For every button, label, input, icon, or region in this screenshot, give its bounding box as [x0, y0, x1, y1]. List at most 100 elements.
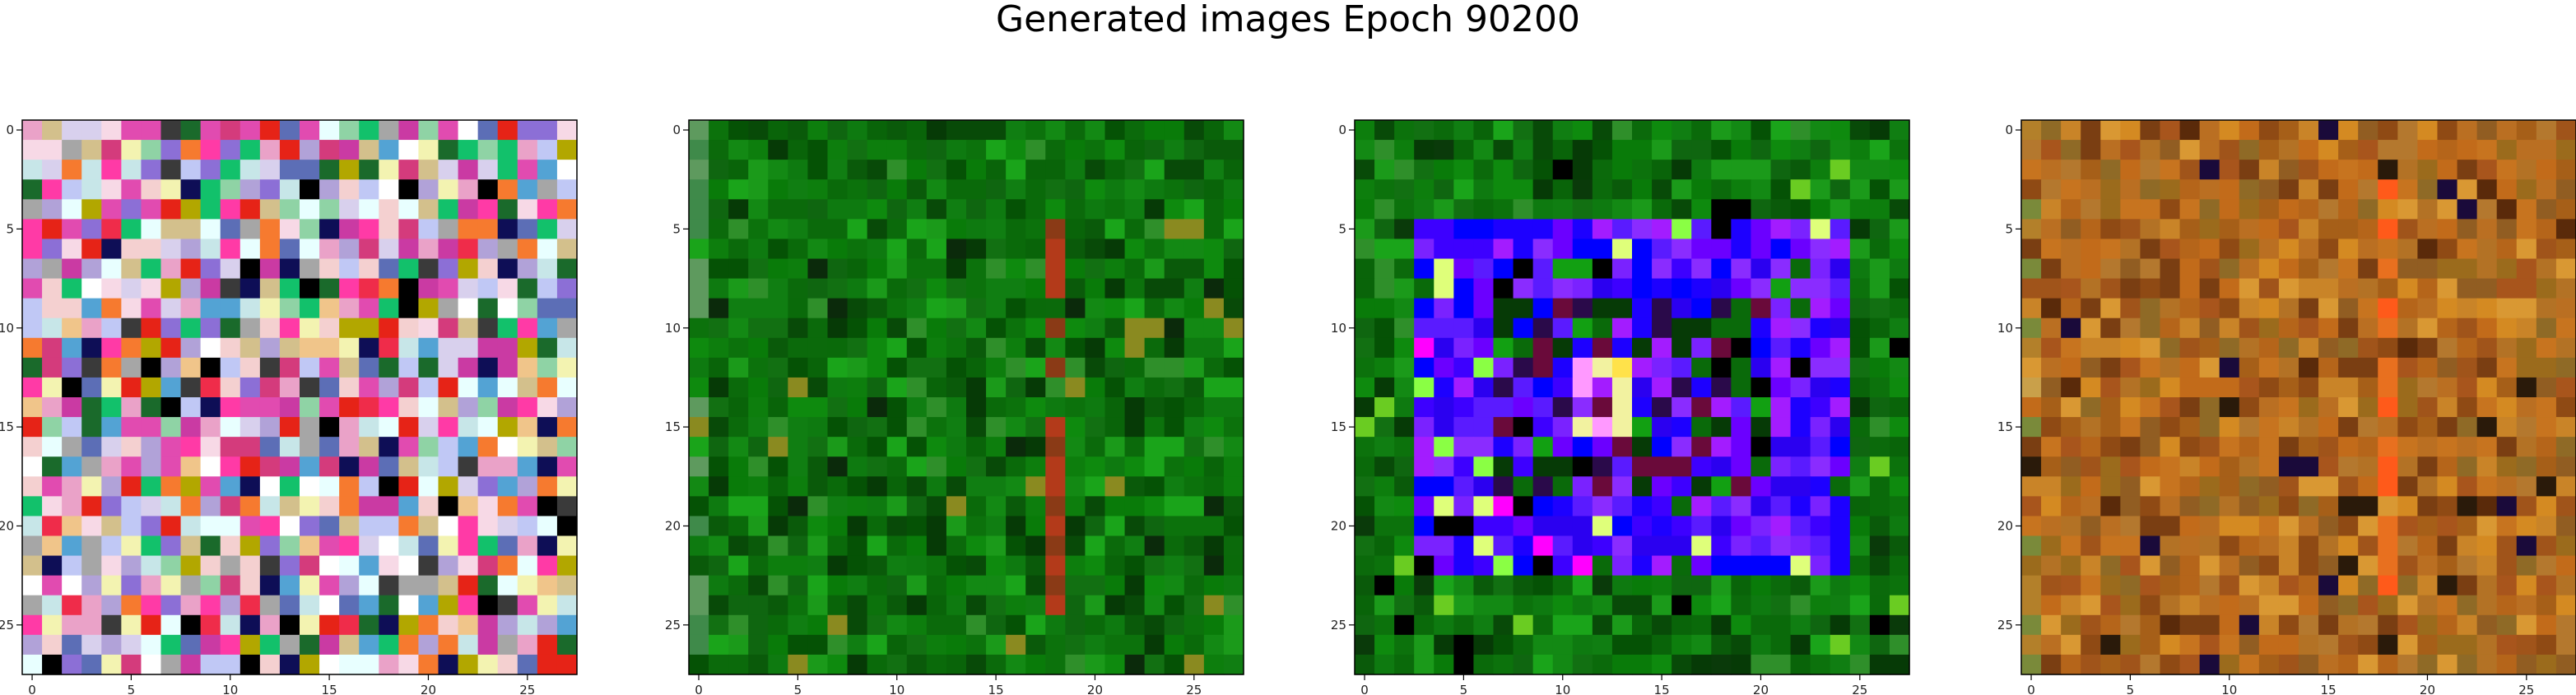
pixel-cell	[2516, 377, 2537, 398]
pixel-cell	[2100, 219, 2121, 240]
pixel-cell	[1085, 337, 1106, 359]
pixel-cell	[101, 258, 122, 280]
pixel-cell	[2299, 397, 2319, 418]
pixel-cell	[300, 357, 320, 378]
pixel-cell	[121, 357, 142, 378]
pixel-cell	[2417, 437, 2439, 457]
pixel-cell	[867, 179, 888, 200]
pixel-cell	[418, 179, 439, 200]
pixel-cell	[768, 397, 788, 418]
pixel-cell	[160, 377, 182, 398]
pixel-cell	[22, 437, 43, 457]
pixel-cell	[2555, 456, 2576, 477]
pixel-cell	[319, 575, 340, 596]
pixel-cell	[1790, 317, 1811, 339]
pixel-cell	[1203, 219, 1225, 240]
pixel-cell	[966, 476, 987, 497]
pixel-cell	[359, 377, 379, 398]
pixel-cell	[458, 654, 479, 675]
pixel-cell	[1493, 317, 1514, 339]
pixel-cell	[966, 437, 987, 457]
pixel-cell	[339, 120, 360, 141]
pixel-cell	[319, 298, 340, 319]
pixel-cell	[2160, 595, 2181, 616]
pixel-cell	[1849, 496, 1871, 517]
pixel-cell	[2536, 357, 2557, 378]
pixel-cell	[1453, 614, 1475, 636]
pixel-cell	[768, 140, 788, 160]
pixel-cell	[220, 397, 241, 418]
pixel-cell	[2496, 654, 2518, 675]
pixel-cell	[1355, 496, 1375, 517]
pixel-cell	[1552, 476, 1574, 497]
pixel-cell	[319, 337, 340, 359]
pixel-cell	[1124, 614, 1146, 636]
pixel-cell	[1513, 654, 1534, 675]
pixel-cell	[1065, 120, 1086, 141]
pixel-cell	[398, 160, 420, 180]
pixel-cell	[2318, 456, 2339, 477]
pixel-cell	[1552, 337, 1574, 359]
pixel-cell	[2457, 496, 2478, 517]
pixel-cell	[438, 437, 459, 457]
pixel-cell	[966, 278, 987, 299]
pixel-cell	[2219, 140, 2240, 160]
pixel-cell	[867, 437, 888, 457]
pixel-cell	[827, 595, 849, 616]
pixel-cell	[1532, 160, 1554, 180]
pixel-cell	[2219, 595, 2240, 616]
pixel-cell	[2358, 199, 2378, 220]
pixel-cell	[2258, 377, 2280, 398]
pixel-cell	[239, 160, 261, 180]
pixel-cell	[141, 258, 162, 280]
pixel-cell	[1632, 120, 1653, 141]
pixel-cell	[1223, 239, 1244, 260]
pixel-cell	[2378, 634, 2398, 656]
pixel-cell	[1124, 634, 1146, 656]
pixel-cell	[398, 219, 420, 240]
pixel-cell	[1889, 535, 1910, 557]
axes-frame	[2020, 119, 2576, 675]
pixel-cell	[689, 179, 709, 200]
pixel-cell	[2041, 555, 2062, 577]
pixel-cell	[689, 456, 709, 477]
pixel-cell	[1652, 535, 1672, 557]
pixel-cell	[458, 634, 479, 656]
pixel-cell	[537, 199, 558, 220]
pixel-cell	[2299, 179, 2319, 200]
pixel-cell	[200, 239, 221, 260]
pixel-cell	[2199, 476, 2220, 497]
pixel-cell	[807, 278, 829, 299]
pixel-cell	[319, 397, 340, 418]
pixel-cell	[1104, 278, 1126, 299]
pixel-cell	[2100, 476, 2121, 497]
pixel-cell	[1104, 634, 1126, 656]
pixel-cell	[2239, 377, 2260, 398]
pixel-cell	[1869, 595, 1890, 616]
pixel-cell	[1632, 575, 1653, 596]
pixel-cell	[2516, 140, 2537, 160]
pixel-cell	[22, 337, 43, 359]
pixel-cell	[1394, 298, 1415, 319]
pixel-cell	[2120, 258, 2141, 280]
pixel-cell	[1223, 337, 1244, 359]
pixel-cell	[689, 140, 709, 160]
pixel-cell	[926, 496, 947, 517]
pixel-cell	[1414, 258, 1434, 280]
pixel-cell	[1434, 160, 1454, 180]
pixel-cell	[259, 357, 281, 378]
pixel-cell	[1493, 357, 1514, 378]
pixel-cell	[1473, 476, 1495, 497]
pixel-cell	[200, 496, 221, 517]
pixel-cell	[81, 140, 102, 160]
pixel-cell	[2299, 654, 2319, 675]
pixel-cell	[517, 555, 538, 577]
pixel-cell	[2199, 219, 2220, 240]
pixel-cell	[1691, 496, 1712, 517]
pixel-cell	[2457, 595, 2478, 616]
pixel-cell	[101, 614, 122, 636]
pixel-cell	[1045, 120, 1066, 141]
pixel-cell	[497, 357, 518, 378]
pixel-cell	[477, 160, 499, 180]
pixel-cell	[1025, 179, 1046, 200]
